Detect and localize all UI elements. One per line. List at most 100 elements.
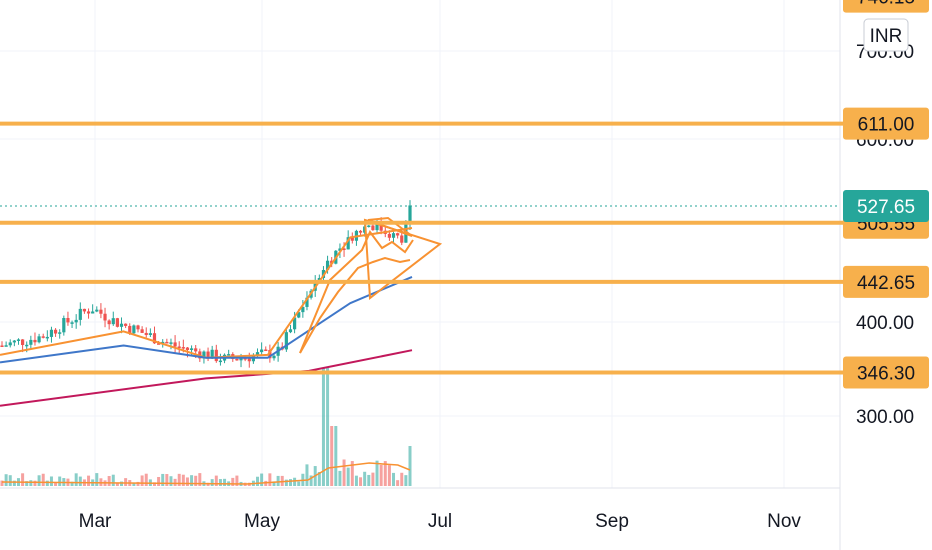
candle-body [128, 325, 132, 334]
level-price-tag [843, 107, 929, 140]
candle-body [338, 248, 342, 251]
time-label-sep: Sep [595, 511, 629, 532]
candle-body [103, 313, 107, 321]
candle-body [49, 329, 54, 337]
candle-body [78, 308, 82, 320]
candle-body [70, 322, 74, 324]
volume-bar [173, 478, 177, 486]
candle-body [169, 342, 173, 344]
volume-bar [165, 474, 169, 486]
volume-bar [346, 467, 350, 486]
currency-badge[interactable]: INR [863, 18, 909, 52]
volume-bar [305, 464, 309, 486]
candle-body [91, 311, 95, 314]
candle-body [239, 358, 243, 361]
volume-bar [330, 426, 334, 486]
volume-bar [260, 473, 264, 486]
candle-body [358, 230, 363, 233]
volume-bar [140, 475, 144, 486]
candle-body [375, 222, 379, 231]
candle-body [293, 317, 297, 330]
volume-bar [120, 481, 124, 486]
triangle-top [367, 216, 413, 237]
volume-bar [161, 473, 165, 486]
time-label-nov: Nov [767, 511, 801, 532]
volume-bar [383, 461, 387, 486]
volume-bar [400, 472, 404, 486]
volume-bar [95, 473, 99, 486]
candle-body [33, 339, 37, 343]
volume-bar [354, 475, 358, 486]
candle-body [53, 329, 58, 334]
volume-bar [214, 475, 218, 486]
volume-bar [288, 479, 292, 486]
volume-bar [115, 482, 119, 486]
candle-body [288, 329, 293, 333]
level-price-label: 746.15 [857, 0, 915, 9]
volume-bar [342, 459, 346, 486]
candle-body [181, 347, 185, 349]
candle-body [173, 342, 177, 347]
time-label-may: May [244, 511, 280, 532]
level-price-tag [843, 0, 929, 13]
candle-body [325, 260, 330, 270]
volume-moving-average [1, 462, 411, 485]
volume-bar [33, 480, 37, 486]
time-label-mar: Mar [79, 511, 112, 532]
volume-bar [326, 368, 330, 486]
volume-histogram [0, 368, 412, 486]
volume-bar [293, 477, 297, 486]
volume-bar [309, 475, 313, 486]
candle-body [136, 325, 140, 330]
volume-bar [136, 481, 140, 486]
volume-bar [334, 426, 338, 486]
candle-body [189, 348, 194, 351]
candle-body [12, 340, 16, 343]
level-price-tag [843, 265, 929, 298]
volume-bar [54, 482, 58, 486]
candle-body [95, 309, 99, 312]
candle-body [165, 341, 169, 344]
candle-body [74, 319, 78, 323]
candle-body [210, 349, 214, 359]
volume-bar [359, 477, 363, 486]
volume-bar [210, 479, 214, 486]
moving-averages [0, 227, 413, 407]
triangle-pattern-drawing[interactable] [299, 216, 443, 354]
volume-bar [37, 475, 41, 486]
candle-body [408, 205, 412, 225]
volume-bar [190, 475, 194, 486]
volume-bar [45, 480, 49, 486]
candle-body [144, 332, 148, 335]
candle-body [255, 352, 260, 356]
volume-bar [107, 476, 111, 486]
candle-body [140, 329, 144, 333]
level-price-tag [843, 356, 929, 389]
volume-bar [78, 476, 82, 486]
candle-body [185, 347, 190, 351]
price-tick-400: 400.00 [856, 313, 914, 334]
volume-bar [408, 446, 412, 486]
candle-body [8, 342, 12, 346]
candle-body [107, 320, 111, 325]
level-price-label: 442.65 [857, 273, 915, 294]
candle-body [396, 233, 400, 236]
volume-bar [169, 476, 173, 486]
candle-body [391, 233, 396, 238]
volume-bar [392, 472, 396, 486]
candle-body [206, 351, 210, 359]
candle-body [214, 349, 218, 362]
candle-body [25, 344, 29, 347]
candle-body [45, 336, 49, 339]
candle-body [227, 354, 231, 356]
candle-body [177, 346, 181, 349]
volume-bar [367, 474, 371, 486]
volume-bar [0, 480, 4, 486]
volume-bar [272, 481, 276, 486]
moving-average-line [0, 349, 413, 407]
candle-body [387, 233, 391, 238]
volume-bar [321, 368, 325, 486]
candle-body [62, 318, 66, 333]
